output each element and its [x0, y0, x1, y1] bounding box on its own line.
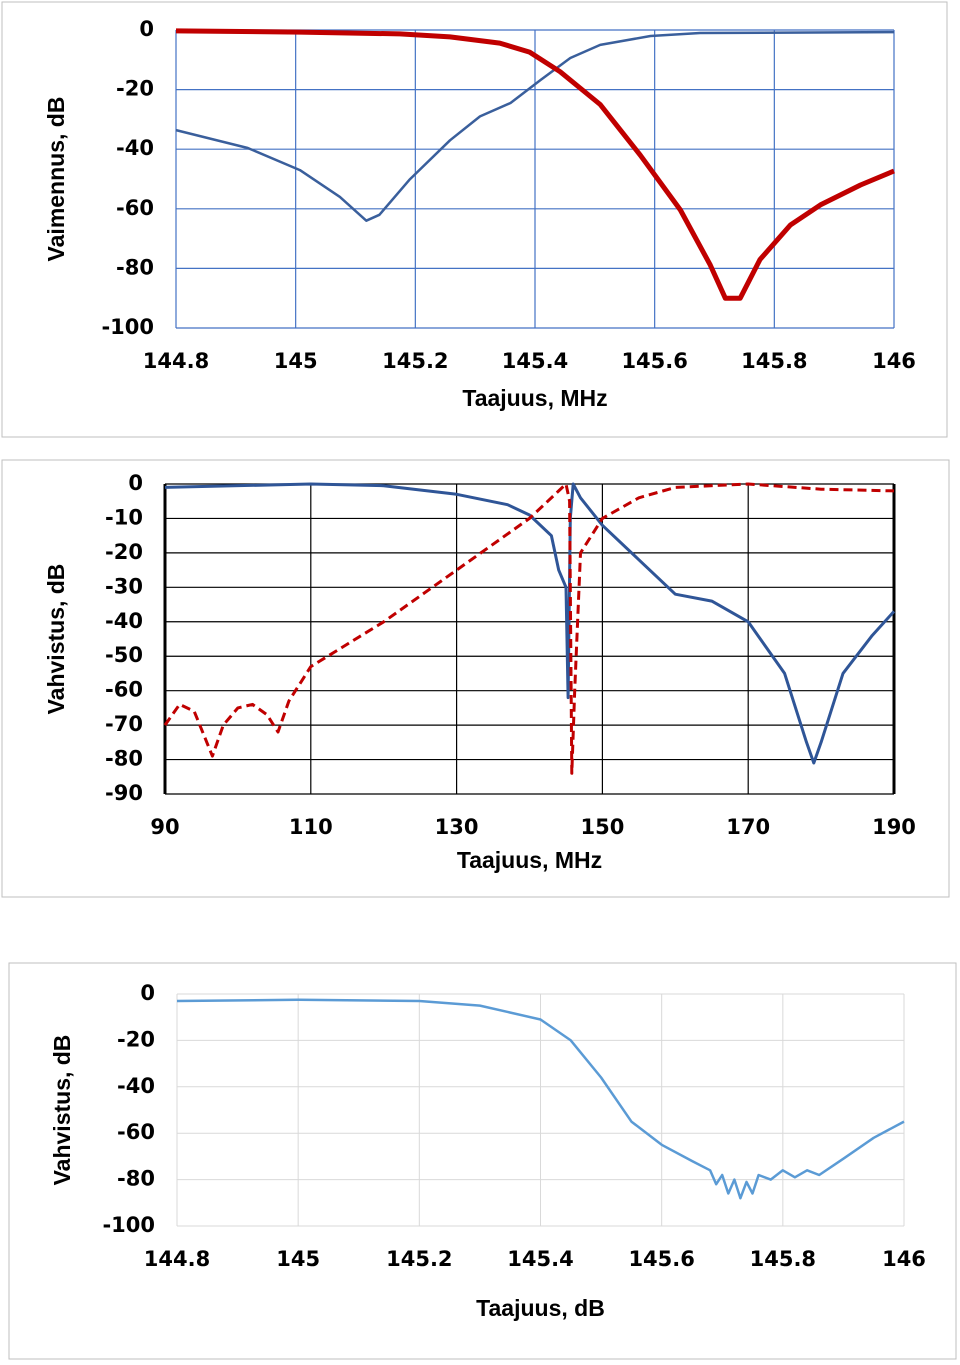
- x-axis-label: Taajuus, MHz: [457, 847, 602, 873]
- y-tick-label: -20: [105, 540, 143, 564]
- y-axis-label: Vaimennus, dB: [43, 97, 69, 262]
- y-axis-label: Vahvistus, dB: [43, 564, 69, 715]
- series-line: [176, 998, 905, 1200]
- y-tick-label: -40: [117, 1074, 155, 1098]
- x-tick-label: 145.8: [741, 349, 807, 373]
- x-tick-label: 145: [274, 349, 318, 373]
- y-tick-label: -30: [105, 574, 143, 598]
- series-line: [175, 28, 895, 301]
- y-tick-label: -20: [117, 1027, 155, 1051]
- y-tick-label: -100: [101, 315, 154, 339]
- y-tick-label: -90: [105, 781, 143, 805]
- x-tick-label: 145.4: [507, 1247, 573, 1271]
- y-tick-label: -60: [116, 196, 154, 220]
- y-axis-label: Vahvistus, dB: [49, 1035, 75, 1186]
- x-tick-label: 170: [726, 815, 770, 839]
- y-tick-label: 0: [140, 981, 155, 1005]
- x-tick-label: 145.6: [628, 1247, 694, 1271]
- x-tick-label: 146: [872, 349, 916, 373]
- x-axis-label: Taajuus, MHz: [462, 385, 607, 411]
- chart-box: [1, 1, 948, 438]
- y-tick-label: -80: [116, 255, 154, 279]
- x-axis-label: Taajuus, dB: [476, 1295, 605, 1321]
- y-tick-label: -50: [105, 643, 143, 667]
- series-line: [163, 482, 895, 775]
- y-tick-label: -20: [116, 77, 154, 101]
- y-tick-label: -80: [117, 1167, 155, 1191]
- x-tick-label: 145: [276, 1247, 320, 1271]
- series-line: [164, 482, 896, 765]
- y-tick-label: 0: [139, 17, 154, 41]
- y-tick-label: 0: [128, 471, 143, 495]
- x-tick-label: 146: [882, 1247, 926, 1271]
- x-tick-label: 145.6: [621, 349, 687, 373]
- y-tick-label: -100: [102, 1213, 155, 1237]
- y-tick-label: -70: [105, 712, 143, 736]
- x-tick-label: 145.2: [386, 1247, 452, 1271]
- x-tick-label: 130: [435, 815, 479, 839]
- x-tick-label: 110: [289, 815, 333, 839]
- y-tick-label: -60: [105, 678, 143, 702]
- x-tick-label: 150: [580, 815, 624, 839]
- chart-box: [1, 459, 950, 898]
- y-tick-label: -40: [105, 609, 143, 633]
- y-tick-label: -40: [116, 136, 154, 160]
- x-tick-label: 144.8: [143, 349, 209, 373]
- y-tick-label: -80: [105, 747, 143, 771]
- x-tick-label: 145.8: [750, 1247, 816, 1271]
- x-tick-label: 90: [150, 815, 179, 839]
- y-tick-label: -60: [117, 1120, 155, 1144]
- series-line: [175, 30, 895, 222]
- x-tick-label: 145.2: [382, 349, 448, 373]
- x-tick-label: 190: [872, 815, 916, 839]
- x-tick-label: 144.8: [144, 1247, 210, 1271]
- x-tick-label: 145.4: [502, 349, 568, 373]
- y-tick-label: -10: [105, 505, 143, 529]
- chart-box: [8, 962, 957, 1360]
